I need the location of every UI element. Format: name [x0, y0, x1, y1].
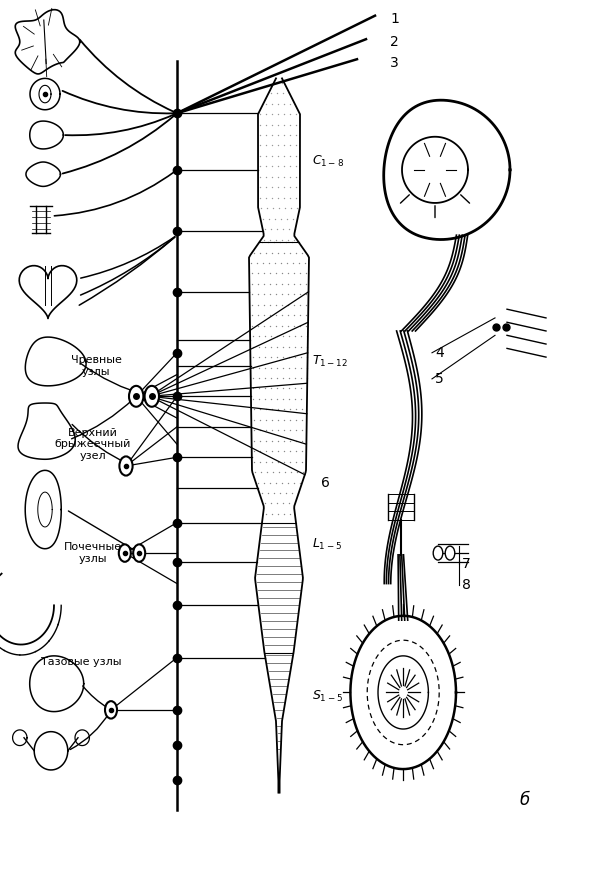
- Text: Верхний
брыжеечный
узел: Верхний брыжеечный узел: [55, 428, 131, 461]
- Circle shape: [119, 544, 131, 562]
- Circle shape: [145, 386, 159, 407]
- Text: 6: 6: [321, 476, 330, 490]
- Text: б: б: [520, 791, 530, 808]
- Circle shape: [129, 386, 143, 407]
- Circle shape: [445, 546, 455, 560]
- Text: 7: 7: [462, 557, 471, 571]
- Text: $\mathit{T}_{1-12}$: $\mathit{T}_{1-12}$: [312, 354, 348, 369]
- Text: Чревные
узлы: Чревные узлы: [71, 355, 121, 376]
- Text: 1: 1: [390, 12, 399, 26]
- Text: 3: 3: [390, 56, 399, 70]
- Circle shape: [133, 544, 145, 562]
- Text: 2: 2: [390, 35, 399, 49]
- Text: Тазовые узлы: Тазовые узлы: [41, 657, 121, 667]
- Text: 8: 8: [462, 578, 471, 592]
- Circle shape: [119, 456, 133, 476]
- Text: $\mathit{L}_{1-5}$: $\mathit{L}_{1-5}$: [312, 537, 342, 552]
- Circle shape: [433, 546, 443, 560]
- Text: $\mathit{S}_{1-5}$: $\mathit{S}_{1-5}$: [312, 689, 343, 705]
- Text: 5: 5: [435, 372, 444, 386]
- Text: Почечные
узлы: Почечные узлы: [64, 543, 122, 564]
- Text: $\mathit{C}_{1-8}$: $\mathit{C}_{1-8}$: [312, 153, 344, 169]
- Circle shape: [105, 701, 117, 719]
- Text: 4: 4: [435, 346, 444, 360]
